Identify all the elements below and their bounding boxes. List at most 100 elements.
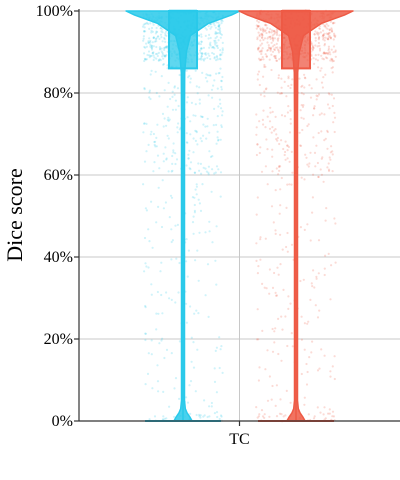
jitter-point	[267, 183, 269, 185]
jitter-point	[334, 222, 336, 224]
jitter-point	[160, 36, 162, 38]
jitter-point	[220, 20, 222, 22]
jitter-point	[159, 48, 161, 50]
jitter-point	[189, 120, 191, 122]
jitter-point	[277, 38, 279, 40]
jitter-point	[258, 71, 260, 73]
jitter-point	[284, 115, 286, 117]
jitter-point	[172, 91, 174, 93]
jitter-point	[220, 54, 222, 56]
jitter-point	[329, 413, 331, 415]
jitter-point	[262, 47, 264, 49]
jitter-point	[144, 339, 146, 341]
jitter-point	[205, 77, 207, 79]
jitter-point	[204, 231, 206, 233]
jitter-point	[276, 140, 278, 142]
jitter-point	[317, 34, 319, 36]
jitter-point	[328, 107, 330, 109]
jitter-point	[267, 116, 269, 118]
jitter-point	[308, 356, 310, 358]
jitter-point	[196, 183, 198, 185]
jitter-point	[200, 210, 202, 212]
jitter-point	[204, 168, 206, 170]
jitter-point	[333, 112, 335, 114]
jitter-point	[334, 355, 336, 357]
jitter-point	[145, 383, 147, 385]
jitter-point	[216, 347, 218, 349]
jitter-point	[217, 168, 219, 170]
jitter-point	[173, 142, 175, 144]
jitter-point	[211, 402, 213, 404]
jitter-point	[270, 50, 272, 52]
jitter-point	[206, 171, 208, 173]
jitter-point	[287, 157, 289, 159]
jitter-point	[265, 29, 267, 31]
jitter-point	[211, 52, 213, 54]
jitter-point	[324, 268, 326, 270]
jitter-point	[199, 102, 201, 104]
jitter-point	[308, 123, 310, 125]
y-tick-label: 60%	[44, 167, 73, 184]
jitter-point	[189, 305, 191, 307]
jitter-point	[204, 58, 206, 60]
jitter-point	[151, 294, 153, 296]
jitter-point	[152, 41, 154, 43]
jitter-point	[172, 149, 174, 151]
jitter-point	[266, 148, 268, 150]
jitter-point	[298, 78, 300, 80]
jitter-point	[195, 310, 197, 312]
jitter-point	[175, 258, 177, 260]
jitter-point	[309, 152, 311, 154]
jitter-point	[280, 316, 282, 318]
jitter-point	[177, 87, 179, 89]
jitter-point	[155, 58, 157, 60]
jitter-point	[219, 68, 221, 70]
jitter-point	[269, 128, 271, 130]
jitter-point	[170, 228, 172, 230]
jitter-point	[174, 301, 176, 303]
jitter-point	[189, 133, 191, 135]
jitter-point	[213, 47, 215, 49]
jitter-point	[186, 322, 188, 324]
jitter-point	[287, 85, 289, 87]
jitter-point	[332, 121, 334, 123]
jitter-point	[303, 74, 305, 76]
jitter-point	[316, 78, 318, 80]
jitter-point	[306, 223, 308, 225]
axes: 0%20%40%60%80%100%TC	[36, 3, 400, 448]
jitter-point	[151, 387, 153, 389]
jitter-point	[147, 266, 149, 268]
jitter-point	[178, 105, 180, 107]
jitter-point	[300, 86, 302, 88]
jitter-point	[312, 174, 314, 176]
jitter-point	[155, 71, 157, 73]
jitter-point	[219, 49, 221, 51]
jitter-point	[278, 74, 280, 76]
jitter-point	[285, 95, 287, 97]
jitter-point	[262, 119, 264, 121]
jitter-point	[286, 390, 288, 392]
jitter-point	[311, 282, 313, 284]
jitter-point	[269, 375, 271, 377]
jitter-point	[152, 54, 154, 56]
jitter-point	[163, 153, 165, 155]
jitter-point	[328, 162, 330, 164]
jitter-point	[163, 63, 165, 65]
jitter-point	[330, 27, 332, 29]
jitter-point	[187, 276, 189, 278]
jitter-point	[152, 31, 154, 33]
jitter-point	[192, 151, 194, 153]
jitter-point	[216, 45, 218, 47]
jitter-point	[262, 39, 264, 41]
jitter-point	[179, 74, 181, 76]
box-iqr	[282, 11, 310, 68]
jitter-point	[166, 47, 168, 49]
jitter-point	[329, 59, 331, 61]
jitter-point	[313, 286, 315, 288]
jitter-point	[192, 196, 194, 198]
jitter-point	[158, 38, 160, 40]
jitter-point	[328, 29, 330, 31]
jitter-point	[280, 360, 282, 362]
jitter-point	[266, 27, 268, 29]
jitter-point	[178, 262, 180, 264]
